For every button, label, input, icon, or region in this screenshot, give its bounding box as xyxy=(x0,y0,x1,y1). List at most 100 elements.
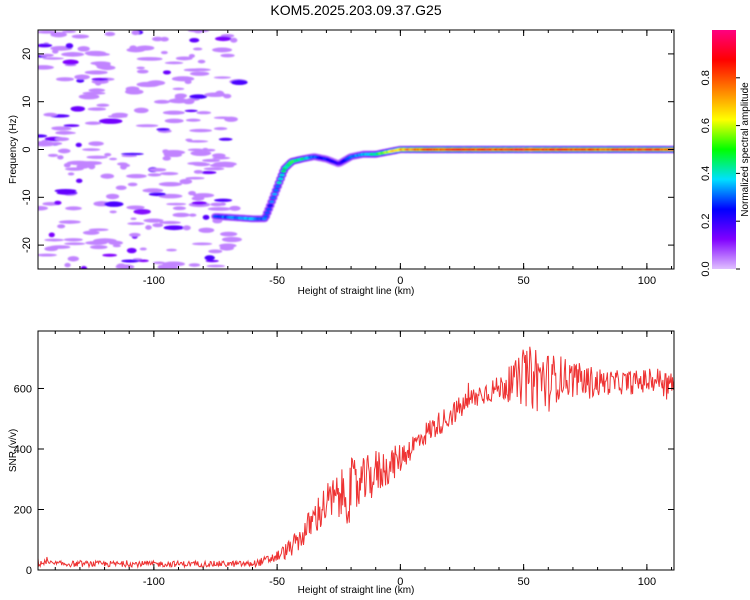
noise-cell xyxy=(57,155,64,160)
noise-cell xyxy=(75,178,83,183)
noise-cell xyxy=(202,158,221,163)
noise-cell xyxy=(190,150,212,157)
noise-cell xyxy=(213,76,232,79)
noise-cell xyxy=(58,220,81,224)
noise-cell xyxy=(125,88,133,93)
noise-cell xyxy=(77,46,90,52)
noise-cell xyxy=(88,163,96,170)
ridge-cell xyxy=(269,200,275,204)
noise-cell xyxy=(123,163,131,167)
spectrogram-x-tick-label: 0 xyxy=(397,275,403,287)
colorbar-bar xyxy=(712,30,736,269)
noise-cell xyxy=(162,156,171,161)
noise-cell xyxy=(187,30,210,33)
noise-cell xyxy=(218,137,233,141)
snr-y-axis-title: SNR (v/v) xyxy=(8,429,19,472)
noise-cell xyxy=(153,99,170,104)
noise-cell xyxy=(218,243,237,248)
noise-cell xyxy=(171,76,195,82)
noise-cell xyxy=(128,232,141,237)
noise-cell xyxy=(49,245,71,249)
noise-cell xyxy=(100,173,115,179)
noise-cell xyxy=(61,30,76,33)
ridge-cell xyxy=(276,181,282,184)
noise-cell xyxy=(183,68,204,72)
snr-plot-area xyxy=(38,331,674,570)
colorbar-tick-label: 0.4 xyxy=(700,166,712,181)
noise-cell xyxy=(44,238,65,242)
noise-cell xyxy=(191,201,208,205)
noise-cell xyxy=(204,92,227,98)
ridge-cell xyxy=(263,215,269,218)
noise-cell xyxy=(88,141,104,146)
noise-cell xyxy=(67,256,80,262)
noise-cell xyxy=(187,140,209,143)
ridge-cell xyxy=(277,177,284,181)
spectrogram-x-tick-label: -100 xyxy=(143,275,165,287)
ridge-cell xyxy=(270,196,276,200)
noise-cell xyxy=(91,77,109,81)
noise-cell xyxy=(133,208,151,215)
figure-title: KOM5.2025.203.09.37.G25 xyxy=(270,2,441,18)
snr-x-tick-label: -50 xyxy=(269,576,285,588)
noise-cell xyxy=(160,36,169,42)
noise-cell xyxy=(82,230,100,235)
noise-cell xyxy=(38,43,53,48)
noise-cell xyxy=(213,116,232,120)
noise-cell xyxy=(188,263,201,267)
noise-cell xyxy=(158,181,183,187)
spectrogram-y-axis-title: Frequency (Hz) xyxy=(8,115,19,184)
noise-cell xyxy=(38,253,57,257)
noise-cell xyxy=(166,202,187,206)
noise-cell xyxy=(214,36,232,42)
noise-cell xyxy=(188,213,197,217)
noise-cell xyxy=(206,264,225,268)
noise-cell xyxy=(212,153,226,158)
snr-y-tick-label: 200 xyxy=(14,504,32,516)
noise-cell xyxy=(82,91,106,95)
noise-cell xyxy=(63,238,83,242)
noise-cell xyxy=(189,94,208,99)
noise-cell xyxy=(108,240,123,246)
noise-cell xyxy=(189,128,212,133)
noise-cell xyxy=(185,176,205,180)
noise-cell xyxy=(137,259,149,263)
noise-cell xyxy=(112,244,121,248)
noise-cell xyxy=(229,205,241,211)
noise-cell xyxy=(42,57,64,60)
ridge-cell xyxy=(261,217,267,221)
noise-cell xyxy=(230,37,238,43)
noise-cell xyxy=(185,138,193,142)
ridge-cell xyxy=(267,204,273,207)
noise-cell xyxy=(111,112,129,117)
noise-cell xyxy=(127,222,145,226)
noise-cell xyxy=(84,50,107,56)
noise-cell xyxy=(148,192,166,197)
noise-cell xyxy=(57,148,71,154)
noise-cell xyxy=(94,80,102,86)
snr-x-tick-label: -100 xyxy=(143,576,165,588)
noise-cell xyxy=(157,264,172,269)
noise-cell xyxy=(126,205,145,210)
noise-cell xyxy=(84,121,102,125)
colorbar-title: Normalized spectral amplitude xyxy=(740,82,750,217)
noise-cell xyxy=(38,205,48,211)
noise-cell xyxy=(193,169,203,174)
noise-cell xyxy=(172,87,185,91)
noise-cell xyxy=(64,167,84,171)
noise-cell xyxy=(54,200,62,205)
noise-cell xyxy=(70,106,86,112)
noise-cell xyxy=(64,262,71,268)
noise-cell xyxy=(98,118,123,124)
noise-cell xyxy=(164,61,184,65)
noise-cell xyxy=(62,59,79,65)
spectrogram-y-tick-label: -20 xyxy=(21,237,33,253)
noise-cell xyxy=(220,231,238,237)
noise-cell xyxy=(160,171,179,176)
spectrogram-amplitude-cells xyxy=(38,30,674,269)
ridge-cell xyxy=(279,173,285,177)
noise-cell xyxy=(63,124,80,128)
noise-cell xyxy=(148,167,167,172)
